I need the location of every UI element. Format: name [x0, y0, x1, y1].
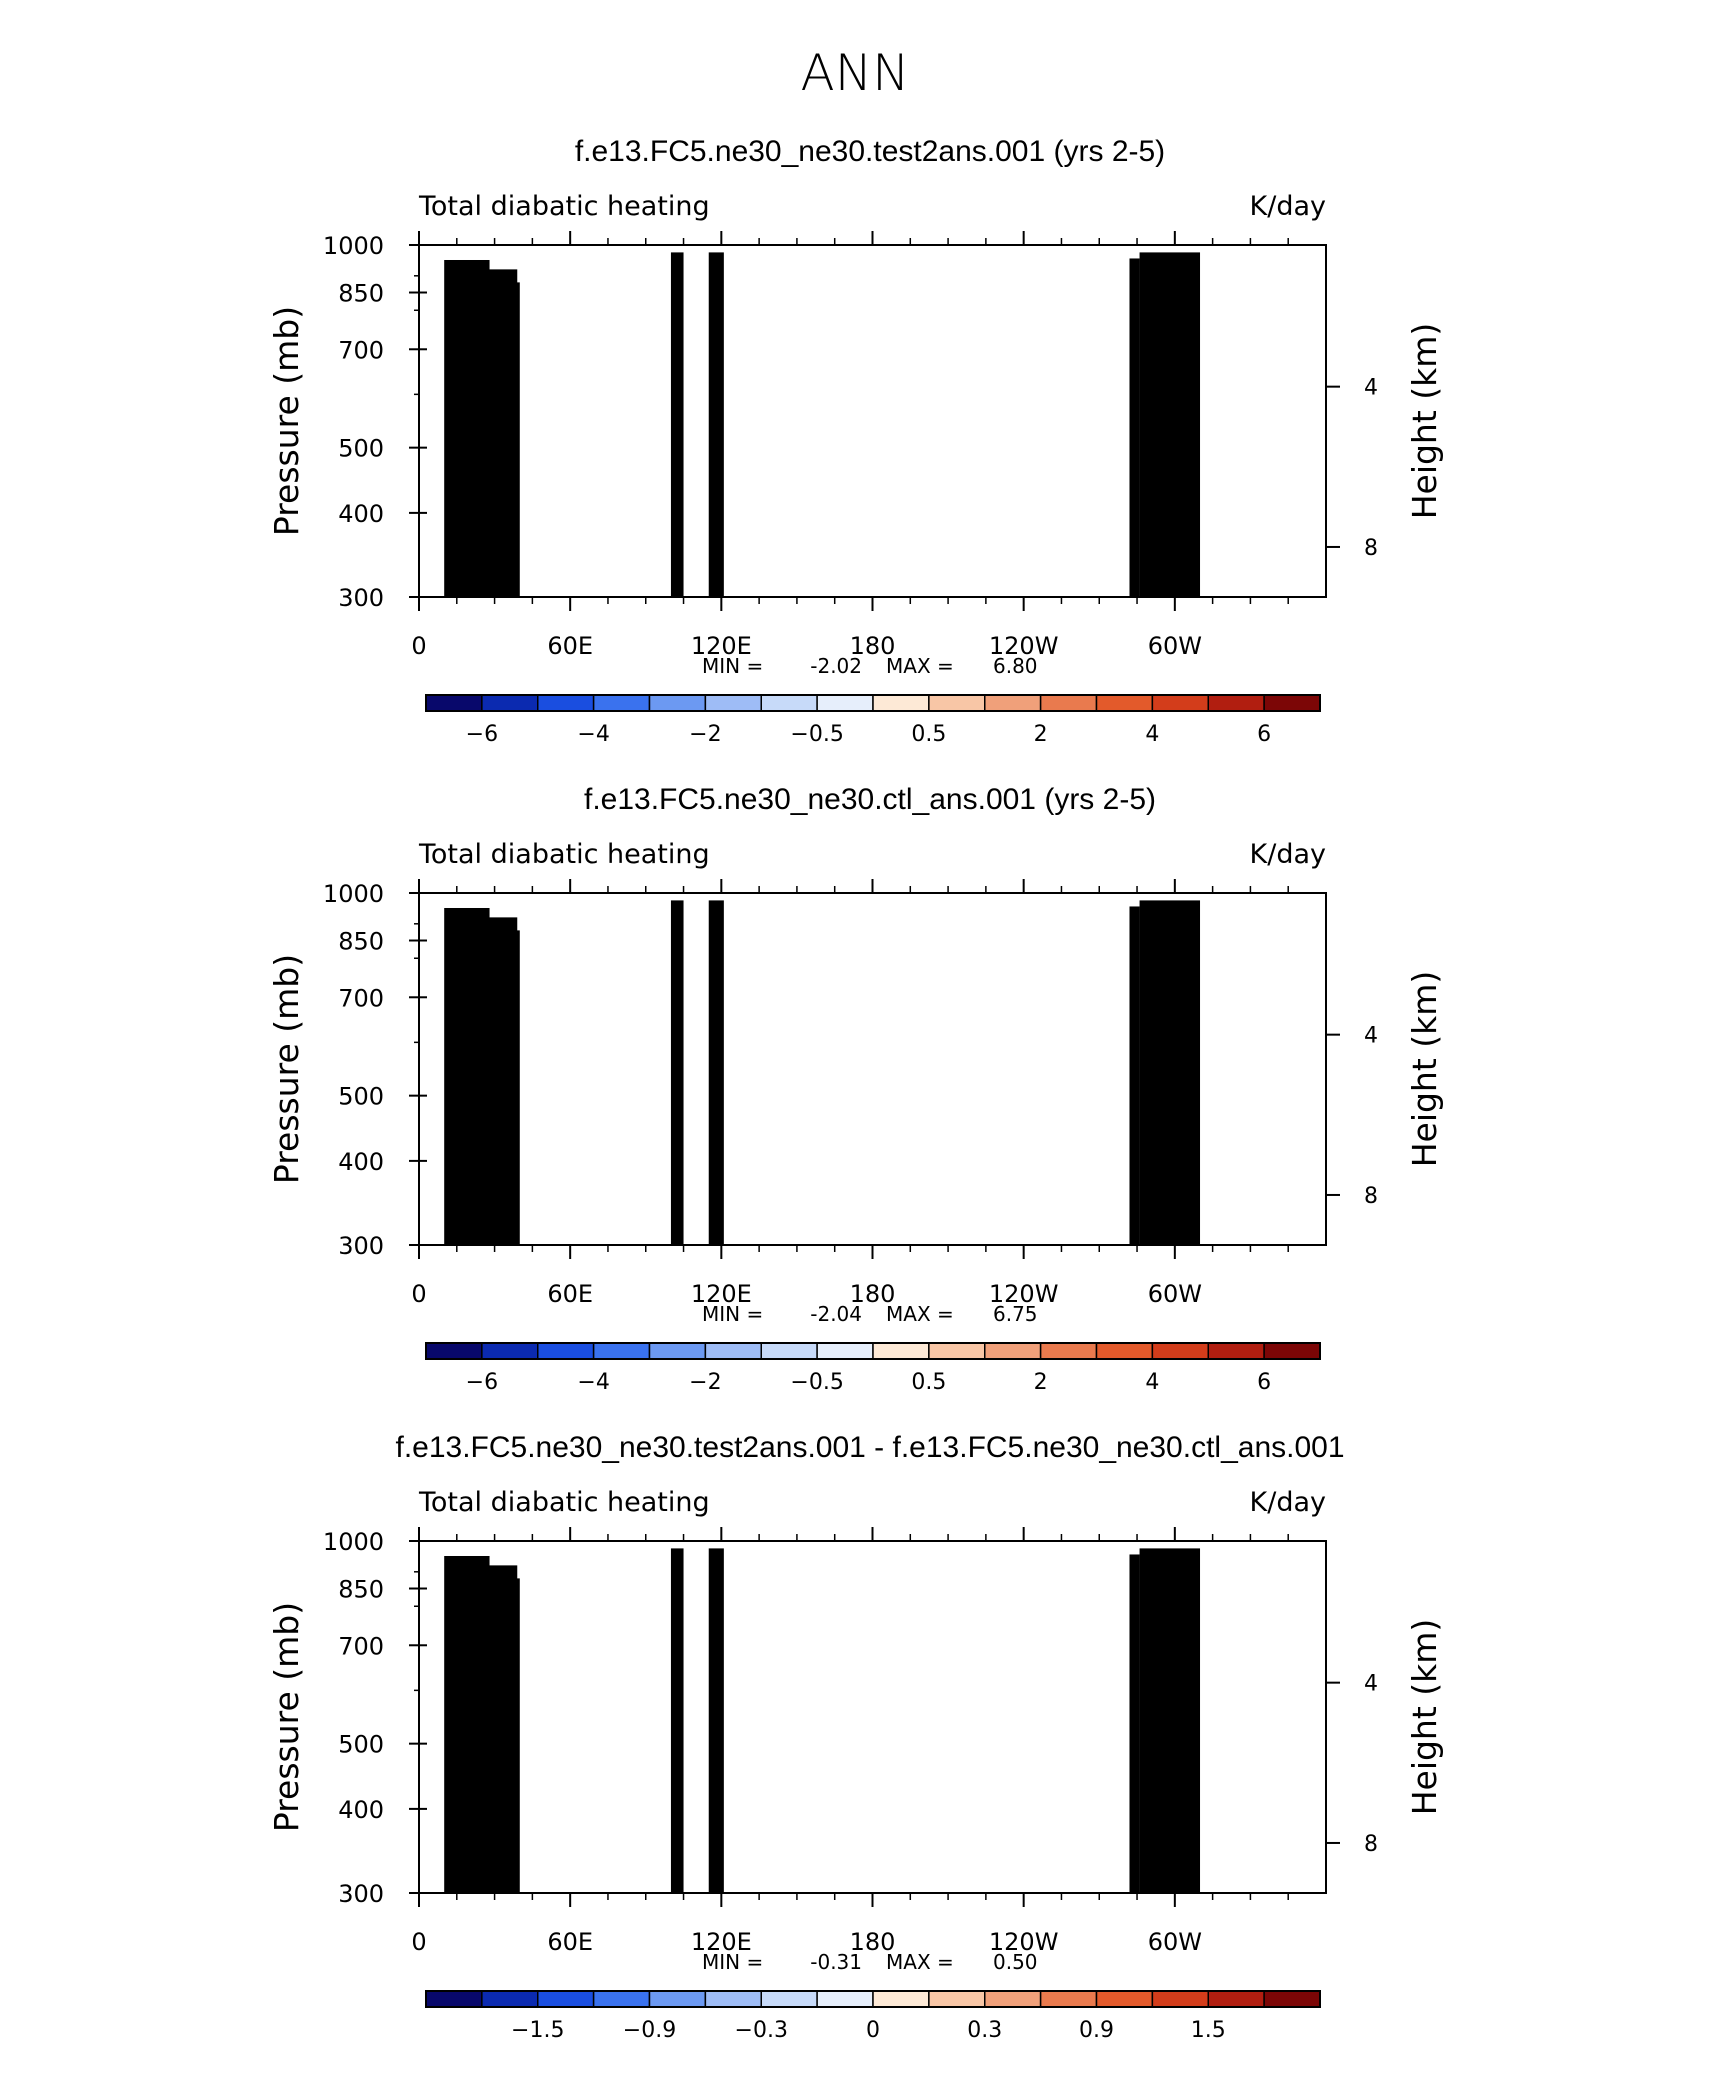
colorbar-swatch	[648, 694, 707, 712]
max-label: MAX =	[886, 654, 954, 678]
topography-block	[1139, 252, 1201, 598]
colorbar-swatch	[1151, 694, 1209, 712]
plot-area: 300 400 500 700 850 1000 8 4 0 60E 120E 180 120W 60W	[323, 231, 1378, 660]
colorbar-label: −0.5	[790, 722, 843, 747]
colorbar-swatch	[425, 694, 483, 712]
colorbar-swatch	[1095, 694, 1154, 712]
topography-block	[708, 252, 724, 598]
colorbar-swatch	[1207, 694, 1265, 712]
panel-right-label: K/day	[1250, 839, 1326, 870]
colorbar-label: 4	[1145, 722, 1159, 747]
colorbar-swatch	[928, 694, 986, 712]
y-tick-label: 1000	[323, 232, 384, 260]
colorbar-swatch	[872, 694, 930, 712]
panel-left-label: Total diabatic heating	[418, 839, 710, 870]
min-value: -2.02	[810, 654, 862, 678]
y-axis-label: Pressure (mb)	[267, 306, 306, 536]
colorbar-swatch	[537, 694, 595, 712]
height-tick-label: 8	[1364, 536, 1378, 561]
x-tick-label: 60W	[1148, 632, 1202, 660]
x-tick-label: 0	[411, 632, 426, 660]
colorbar-label: −2	[689, 722, 721, 747]
colorbar-swatch	[1263, 694, 1321, 712]
height-tick-label: 4	[1364, 376, 1378, 401]
y-tick-label: 300	[338, 584, 384, 612]
colorbar-swatch	[704, 694, 762, 712]
colorbar-swatch	[760, 694, 818, 712]
panel-title: f.e13.FC5.ne30_ne30.ctl_ans.001 (yrs 2-5…	[584, 783, 1156, 816]
max-value: 6.80	[993, 654, 1038, 678]
x-tick-label: 60E	[547, 632, 593, 660]
colorbar-label: 2	[1034, 722, 1048, 747]
panel-2: f.e13.FC5.ne30_ne30.ctl_ans.001 (yrs 2-5…	[267, 783, 1444, 1395]
topography-block	[670, 252, 684, 598]
panel-1: f.e13.FC5.ne30_ne30.test2ans.001 (yrs 2-…	[267, 135, 1444, 747]
y2-axis-label: Height (km)	[1405, 971, 1444, 1168]
colorbar-swatch	[816, 694, 874, 712]
min-label: MIN =	[702, 654, 763, 678]
colorbar-swatch	[592, 694, 651, 712]
topography-block	[1129, 258, 1140, 597]
x-tick-label: 120W	[989, 632, 1059, 660]
y-axis-label: Pressure (mb)	[267, 954, 306, 1184]
x-tick-label: 180	[850, 632, 896, 660]
topography-block	[494, 282, 520, 597]
y-tick-label: 500	[338, 435, 384, 463]
colorbar-swatch	[481, 694, 539, 712]
colorbar-swatch	[984, 694, 1042, 712]
y2-axis-label: Height (km)	[1405, 323, 1444, 520]
colorbar-label: −6	[466, 722, 498, 747]
colorbar: −6 −4 −2 −0.5 0.5 2 4 6	[425, 694, 1321, 747]
x-tick-label: 120E	[691, 632, 752, 660]
colorbar-swatch	[1039, 694, 1098, 712]
panel-left-label: Total diabatic heating	[418, 191, 710, 222]
colorbar-frame	[425, 694, 1321, 712]
page-title: ANN	[800, 44, 909, 102]
panel-right-label: K/day	[1250, 191, 1326, 222]
colorbar-label: 6	[1257, 722, 1271, 747]
panel-title: f.e13.FC5.ne30_ne30.test2ans.001 (yrs 2-…	[575, 135, 1165, 168]
colorbar-label: −4	[577, 722, 609, 747]
topography	[444, 252, 1201, 598]
y-tick-label: 400	[338, 500, 384, 528]
colorbar-label: 0.5	[911, 722, 946, 747]
y-tick-label: 700	[338, 336, 384, 364]
y-tick-label: 850	[338, 280, 384, 308]
